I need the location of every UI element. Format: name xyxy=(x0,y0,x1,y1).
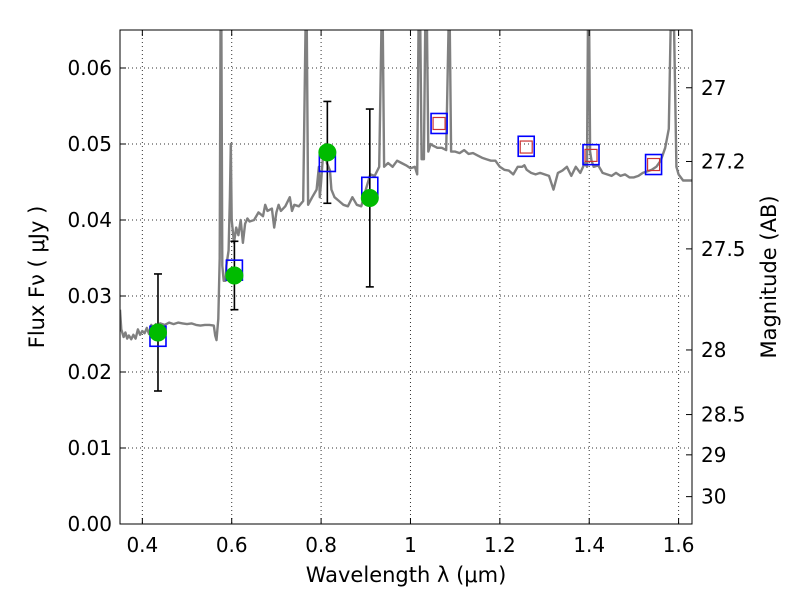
y-tick-label: 0.05 xyxy=(67,132,112,156)
y2-tick-label: 27.2 xyxy=(701,149,746,173)
y-axis-label: Flux Fν ( μJy ) xyxy=(25,206,49,349)
model-photometry-marker xyxy=(644,153,663,176)
upper-limit-marker xyxy=(584,148,598,162)
y2-tick-label: 28.5 xyxy=(701,403,746,427)
x-tick-label: 0.6 xyxy=(216,533,248,557)
x-tick-label: 1 xyxy=(404,533,417,557)
y2-axis-label: Magnitude (AB) xyxy=(757,195,781,358)
y2-tick-label: 28 xyxy=(701,338,726,362)
grid xyxy=(120,30,692,525)
model-spectrum-line xyxy=(120,30,692,342)
y2-tick-label: 29 xyxy=(701,443,726,467)
y-tick-label: 0.04 xyxy=(67,208,112,232)
x-tick-label: 1.6 xyxy=(663,533,695,557)
observed-photometry-point xyxy=(360,188,379,207)
observed-photometry-point xyxy=(225,266,244,285)
model-spectrum xyxy=(120,30,692,342)
x-tick-label: 1.2 xyxy=(484,533,516,557)
model-photometry-marker xyxy=(517,135,536,158)
y-tick-label: 0.06 xyxy=(67,56,112,80)
observed-photometry-point xyxy=(318,143,337,162)
y-tick-label: 0.00 xyxy=(67,512,112,536)
x-axis-label: Wavelength λ (μm) xyxy=(306,563,507,587)
model-photometry-marker xyxy=(430,112,448,135)
x-tick-label: 0.8 xyxy=(305,533,337,557)
observed-photometry-point xyxy=(148,323,167,342)
x-tick-label: 0.4 xyxy=(126,533,158,557)
y-tick-label: 0.02 xyxy=(67,360,112,384)
photometry-points xyxy=(148,100,663,392)
upper-limit-marker xyxy=(519,140,533,154)
y2-tick-label: 27 xyxy=(701,76,726,100)
upper-limit-marker xyxy=(432,116,446,131)
y-tick-label: 0.01 xyxy=(67,436,112,460)
y2-tick-label: 27.5 xyxy=(701,237,746,261)
axis-ticks: 0.4 0.6 0.8 1 1.2 1.4 1.6 0.00 0.01 0.02 0.03 0.04 0… xyxy=(67,30,746,557)
y2-tick-label: 30 xyxy=(701,485,726,509)
model-photometry-marker xyxy=(582,143,600,166)
upper-limit-marker xyxy=(646,157,661,172)
plot-frame xyxy=(119,29,693,525)
y-tick-label: 0.03 xyxy=(67,284,112,308)
x-tick-label: 1.4 xyxy=(573,533,605,557)
